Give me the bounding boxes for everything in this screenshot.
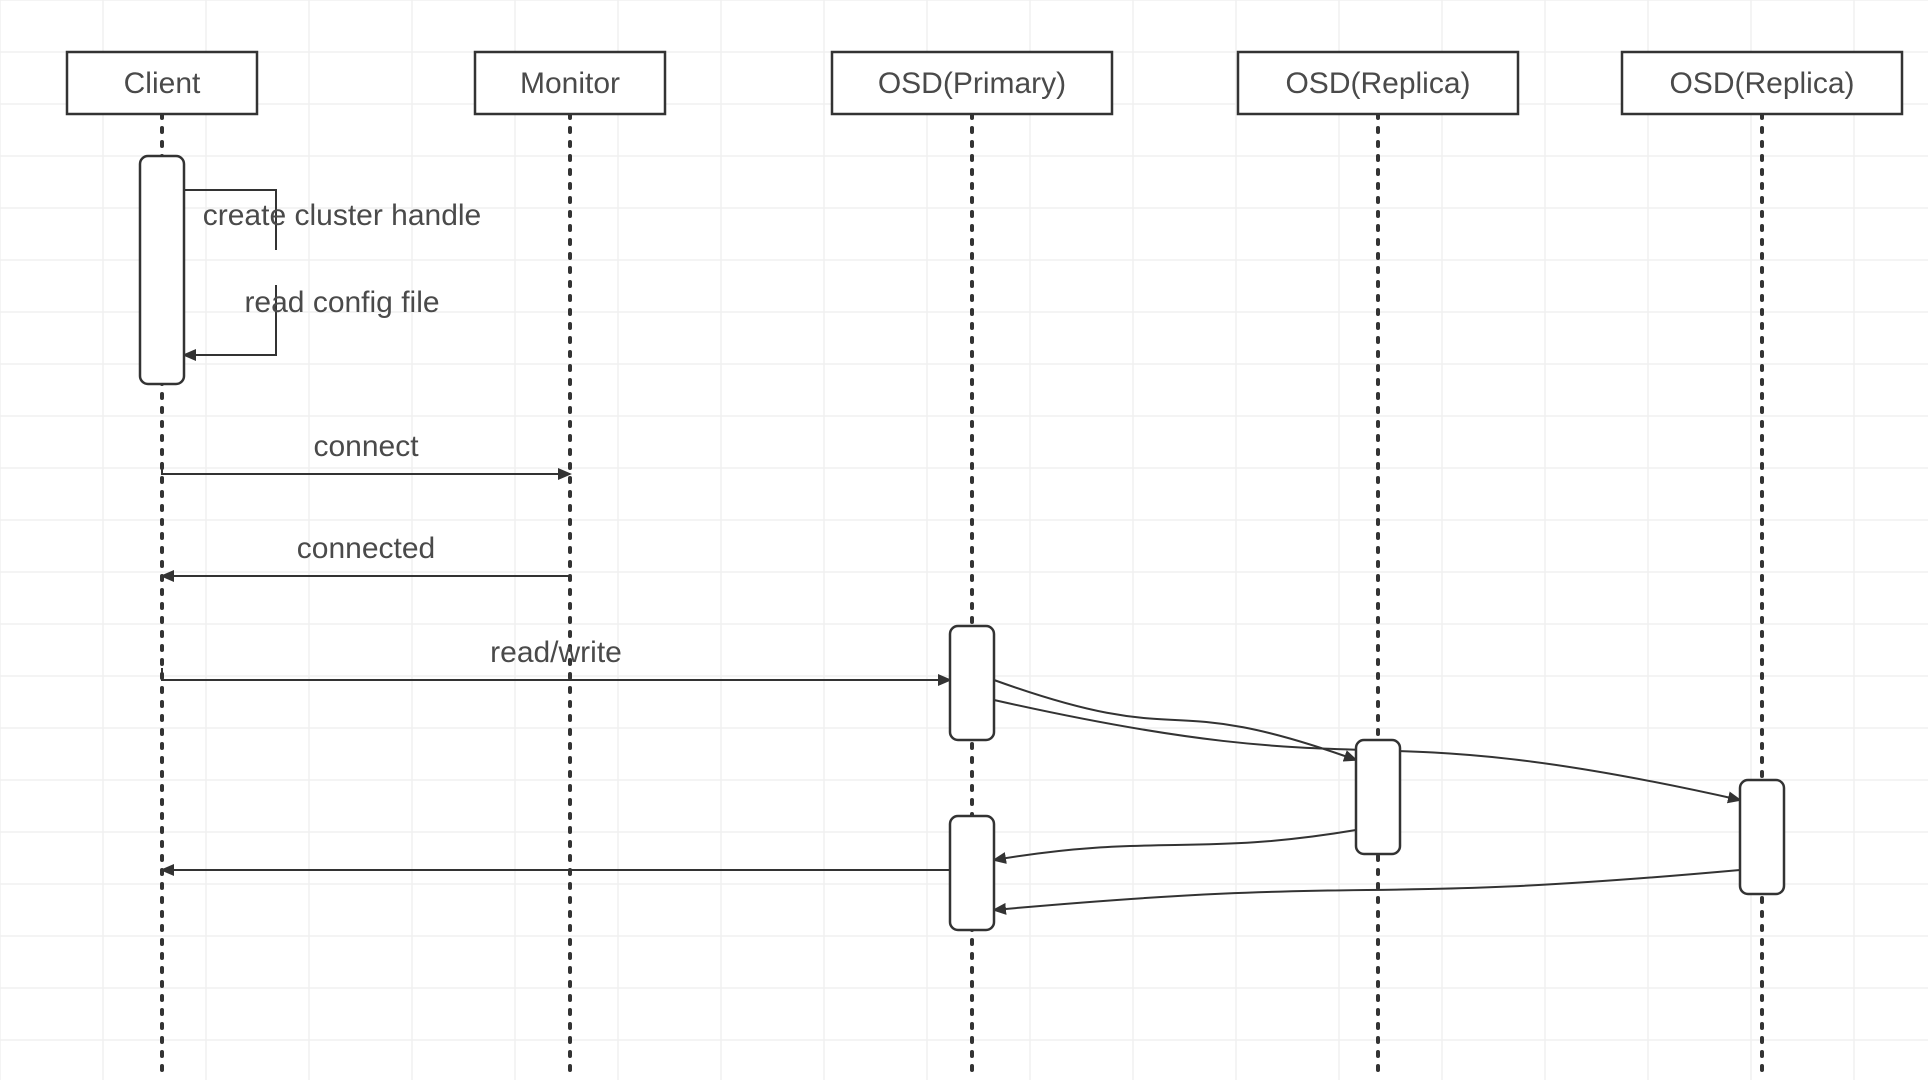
activation-osd_r2-4 bbox=[1740, 780, 1784, 894]
activation-osd_p-2 bbox=[950, 816, 994, 930]
msg-m8 bbox=[994, 830, 1356, 860]
participant-label-monitor: Monitor bbox=[520, 67, 620, 100]
msg-label-m3: connect bbox=[313, 430, 419, 463]
participant-label-osd_r1: OSD(Replica) bbox=[1285, 67, 1470, 100]
msg-m9 bbox=[994, 870, 1740, 910]
participant-label-osd_p: OSD(Primary) bbox=[878, 67, 1066, 100]
participant-label-client: Client bbox=[124, 67, 201, 100]
activation-client-0 bbox=[140, 156, 184, 384]
activation-osd_p-1 bbox=[950, 626, 994, 740]
msg-label-m1: create cluster handle bbox=[203, 199, 482, 232]
participant-label-osd_r2: OSD(Replica) bbox=[1669, 67, 1854, 100]
msg-label-m2: read config file bbox=[244, 286, 439, 319]
msg-label-m5: read/write bbox=[490, 636, 622, 669]
msg-m5 bbox=[162, 668, 950, 680]
activation-osd_r1-3 bbox=[1356, 740, 1400, 854]
msg-label-m4: connected bbox=[297, 532, 435, 565]
sequence-diagram: Client Monitor OSD(Primary) OSD(Replica) OSD… bbox=[0, 0, 1928, 1080]
